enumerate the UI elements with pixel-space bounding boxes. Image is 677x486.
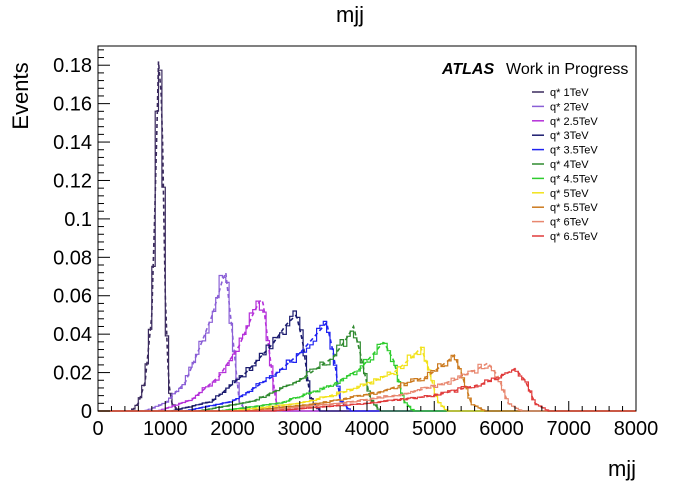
series-q-6-5tev — [98, 367, 636, 412]
histogram-line — [98, 320, 636, 412]
y-axis-title: Events — [8, 62, 33, 129]
legend-entry: q* 3TeV — [532, 130, 589, 142]
x-axis-title: mjj — [608, 456, 636, 481]
fit-line — [259, 361, 523, 412]
legend-label: q* 2.5TeV — [550, 116, 598, 128]
atlas-label: ATLAS Work in Progress — [441, 61, 628, 78]
legend-entry: q* 5.5TeV — [532, 202, 598, 214]
legend-entry: q* 6.5TeV — [532, 231, 598, 243]
legend-entry: q* 4.5TeV — [532, 173, 598, 185]
y-tick-label: 0.12 — [53, 170, 92, 192]
legend-label: q* 6.5TeV — [550, 231, 598, 243]
legend-label: q* 6TeV — [550, 217, 589, 229]
y-tick-label: 0.04 — [53, 324, 92, 346]
legend-entry: q* 2TeV — [532, 101, 589, 113]
x-tick-label: 0 — [92, 418, 103, 440]
legend-entry: q* 2.5TeV — [532, 116, 598, 128]
legend-entry: q* 3.5TeV — [532, 145, 598, 157]
y-tick-label: 0.02 — [53, 363, 92, 385]
axis-layer: 0 1000 2000 3000 4000 5000 6000 7000 8000 0 0.02 0.… — [53, 49, 659, 440]
chart-title: mjj — [336, 2, 364, 27]
legend-label: q* 4.5TeV — [550, 173, 598, 185]
histogram-line — [98, 369, 636, 412]
atlas-bold-text: ATLAS — [441, 61, 494, 78]
y-tick-label: 0.06 — [53, 286, 92, 308]
x-tick-label: 8000 — [614, 418, 659, 440]
x-tick-label: 5000 — [412, 418, 457, 440]
x-tick-label: 1000 — [143, 418, 188, 440]
x-tick-label: 7000 — [547, 418, 592, 440]
series-q-3-5tev — [98, 320, 636, 412]
legend-entry: q* 5TeV — [532, 188, 589, 200]
fit-line — [245, 353, 485, 412]
legend-label: q* 5.5TeV — [550, 202, 598, 214]
x-tick-label: 4000 — [345, 418, 390, 440]
legend-label: q* 3TeV — [550, 130, 589, 142]
fit-line — [232, 346, 449, 412]
legend-entry: q* 4TeV — [532, 159, 589, 171]
legend-label: q* 3.5TeV — [550, 145, 598, 157]
y-tick-label: 0.08 — [53, 247, 92, 269]
series-q-4tev — [98, 324, 636, 412]
x-tick-label: 3000 — [278, 418, 323, 440]
legend: q* 1TeV q* 2TeV q* 2.5TeV q* 3TeV q* 3.5TeV q… — [532, 87, 598, 243]
x-tick-label: 6000 — [479, 418, 524, 440]
x-tick-label: 2000 — [210, 418, 255, 440]
fit-line — [158, 298, 283, 412]
y-tick-label: 0.16 — [53, 94, 92, 116]
legend-label: q* 4TeV — [550, 159, 589, 171]
fit-line — [131, 61, 180, 412]
legend-label: q* 2TeV — [550, 101, 589, 113]
fit-line — [272, 367, 549, 412]
legend-entry: q* 6TeV — [532, 217, 589, 229]
y-tick-label: 0 — [81, 401, 92, 423]
fit-line — [198, 324, 382, 412]
y-tick-label: 0.1 — [64, 209, 92, 231]
fit-line — [171, 314, 321, 412]
atlas-sub-text: Work in Progress — [506, 61, 628, 78]
fit-line — [144, 269, 247, 412]
legend-entry: q* 1TeV — [532, 87, 589, 99]
y-tick-label: 0.14 — [53, 132, 92, 154]
fit-line — [218, 341, 415, 412]
legend-label: q* 1TeV — [550, 87, 589, 99]
y-tick-label: 0.18 — [53, 55, 92, 77]
legend-label: q* 5TeV — [550, 188, 589, 200]
